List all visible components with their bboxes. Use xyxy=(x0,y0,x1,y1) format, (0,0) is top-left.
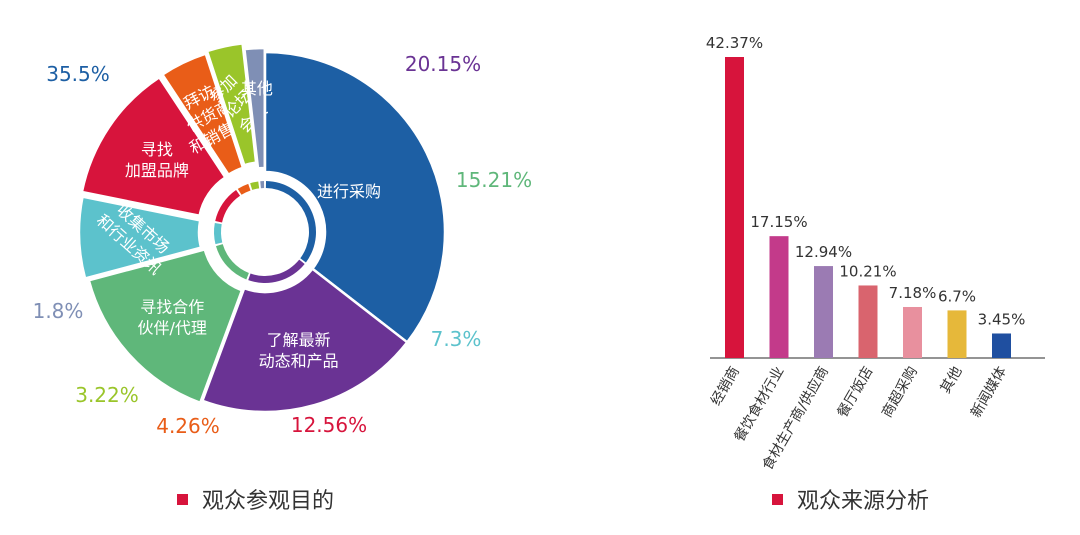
slice-value-label: 4.26% xyxy=(156,414,220,438)
inner-ring-segment xyxy=(265,181,316,263)
bar-value-label: 3.45% xyxy=(978,310,1026,328)
bar-value-label: 17.15% xyxy=(750,213,807,231)
bar-value-label: 12.94% xyxy=(795,243,852,261)
pie-slice xyxy=(243,46,267,170)
bar-category-label: 商超采购 xyxy=(879,364,921,420)
bar-category-label: 新闻媒体 xyxy=(968,364,1010,420)
bar xyxy=(903,306,922,358)
slice-value-label: 7.3% xyxy=(431,327,482,351)
inner-ring-segment xyxy=(260,181,265,189)
slice-label-line: 伙伴/代理 xyxy=(138,318,207,337)
bar-value-label: 7.18% xyxy=(889,284,937,302)
inner-ring-segment xyxy=(215,189,241,223)
slice-label: 其他 xyxy=(241,79,273,98)
bar xyxy=(769,236,789,358)
pie-caption-text: 观众参观目的 xyxy=(202,489,335,514)
slice-value-label: 1.8% xyxy=(33,299,84,323)
slice-label-line: 其他 xyxy=(241,79,273,98)
bar-caption: 观众来源分析 xyxy=(772,483,929,515)
pie-slice xyxy=(77,195,203,281)
slice-value-label: 12.56% xyxy=(291,413,367,437)
inner-ring-segment xyxy=(248,259,305,283)
bar-category-label: 经销商 xyxy=(708,364,743,408)
bar-value-label: 42.37% xyxy=(706,34,763,52)
bar xyxy=(947,310,967,358)
bar-value-label: 6.7% xyxy=(938,287,976,305)
bar-category-label: 其他 xyxy=(938,364,966,396)
slice-label: 进行采购 xyxy=(317,182,381,201)
inner-ring-segment xyxy=(250,181,260,190)
bar-caption-text: 观众来源分析 xyxy=(797,489,930,514)
pie-chart: 进行采购35.5%了解最新动态和产品20.15%寻找合作伙伴/代理15.21%收… xyxy=(33,41,532,438)
slice-label-line: 寻找合作 xyxy=(140,297,204,316)
slice-label-line: 了解最新 xyxy=(267,331,331,350)
bar-chart: 42.37%经销商17.15%餐饮食材行业12.94%食材生产商/供应商10.2… xyxy=(706,34,1045,473)
bar-caption-marker xyxy=(772,493,783,505)
slice-label-line: 加盟品牌 xyxy=(125,161,189,180)
bar xyxy=(814,266,833,358)
slice-value-label: 35.5% xyxy=(46,62,110,86)
inner-ring-segment xyxy=(237,183,251,195)
slice-label-line: 进行采购 xyxy=(317,182,381,201)
pie-caption-marker xyxy=(177,493,188,505)
pie-caption: 观众参观目的 xyxy=(177,483,334,515)
slice-value-label: 15.21% xyxy=(456,168,532,192)
bar xyxy=(992,333,1011,358)
slice-value-label: 20.15% xyxy=(405,52,481,76)
slice-label-line: 动态和产品 xyxy=(259,352,339,371)
bar-category-label: 餐厅饭店 xyxy=(835,364,877,420)
slice-label: 了解最新动态和产品 xyxy=(259,331,339,371)
pie-slice xyxy=(263,50,447,345)
slice-value-label: 3.22% xyxy=(75,383,139,407)
slice-label-line: 寻找 xyxy=(141,140,173,159)
slice-label: 寻找合作伙伴/代理 xyxy=(138,297,207,337)
pie-slice xyxy=(200,267,409,414)
pie-slice xyxy=(80,75,228,218)
pie-slice xyxy=(87,247,244,405)
inner-ring-segment xyxy=(215,244,249,280)
inner-ring-segment xyxy=(214,222,223,245)
bar-value-label: 10.21% xyxy=(839,262,896,280)
bar xyxy=(725,57,744,358)
bar xyxy=(858,285,878,358)
donut-hole xyxy=(208,175,322,289)
slice-label: 寻找加盟品牌 xyxy=(125,140,189,180)
pie-slice xyxy=(160,52,245,177)
